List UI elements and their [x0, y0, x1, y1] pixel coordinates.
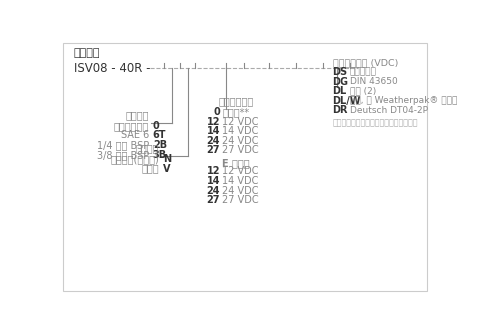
- Text: DR: DR: [333, 106, 348, 116]
- Text: 24 VDC: 24 VDC: [222, 185, 259, 195]
- Text: V: V: [163, 164, 170, 174]
- Text: 导线 (2): 导线 (2): [349, 87, 376, 96]
- Text: 0: 0: [153, 121, 160, 131]
- Text: 14 VDC: 14 VDC: [222, 126, 259, 136]
- Text: 密封材料: 密封材料: [135, 143, 159, 153]
- Text: DS: DS: [333, 67, 348, 77]
- Text: E 型线圈: E 型线圈: [222, 158, 250, 168]
- Text: 12 VDC: 12 VDC: [222, 116, 259, 127]
- Text: 14: 14: [206, 176, 220, 186]
- Text: 27 VDC: 27 VDC: [222, 195, 259, 205]
- Text: N: N: [163, 154, 171, 164]
- Text: SAE 6: SAE 6: [120, 130, 149, 141]
- Text: Deutsch DT04-2P: Deutsch DT04-2P: [349, 106, 428, 115]
- Text: 氟橡胶: 氟橡胶: [141, 164, 159, 174]
- Text: 双扁形接头: 双扁形接头: [349, 67, 377, 77]
- Text: 丁腈橡胶(标准型): 丁腈橡胶(标准型): [110, 154, 159, 164]
- Text: 订货型号: 订货型号: [74, 48, 100, 58]
- Text: 12: 12: [206, 166, 220, 176]
- Text: 2B: 2B: [153, 140, 167, 150]
- Text: 14: 14: [206, 126, 220, 136]
- Text: 无线圈**: 无线圈**: [222, 107, 250, 117]
- Text: 标准线圈电压: 标准线圈电压: [218, 96, 254, 106]
- Text: DIN 43650: DIN 43650: [349, 77, 397, 86]
- Text: 只订购插装件: 只订购插装件: [114, 121, 149, 131]
- Text: 27 VDC: 27 VDC: [222, 146, 259, 155]
- Text: 24: 24: [206, 185, 220, 195]
- Text: DL: DL: [333, 86, 347, 96]
- Text: 14 VDC: 14 VDC: [222, 176, 259, 186]
- Text: DL/W: DL/W: [333, 96, 361, 106]
- Text: 12: 12: [206, 116, 220, 127]
- Text: 12 VDC: 12 VDC: [222, 166, 259, 176]
- Text: 24 VDC: 24 VDC: [222, 136, 259, 146]
- Text: 0: 0: [213, 107, 220, 117]
- Text: 提供带内置二极管的线圈，请咨询霸迪。: 提供带内置二极管的线圈，请咨询霸迪。: [333, 118, 418, 127]
- Text: 3B: 3B: [153, 150, 167, 160]
- Text: 阀块油口: 阀块油口: [125, 110, 149, 120]
- Text: 27: 27: [206, 146, 220, 155]
- Text: 24: 24: [206, 136, 220, 146]
- Text: ISV08 - 40R -: ISV08 - 40R -: [74, 62, 150, 75]
- Text: 标准线圈终端 (VDC): 标准线圈终端 (VDC): [333, 58, 398, 67]
- Text: 6T: 6T: [153, 130, 166, 141]
- Text: 27: 27: [206, 195, 220, 205]
- Text: DG: DG: [333, 77, 348, 86]
- Text: 3/8 英寸 BSP: 3/8 英寸 BSP: [97, 150, 149, 160]
- Text: 1/4 英寸 BSP: 1/4 英寸 BSP: [97, 140, 149, 150]
- Text: 导线, 带 Weatherpak® 连接器: 导线, 带 Weatherpak® 连接器: [349, 96, 457, 105]
